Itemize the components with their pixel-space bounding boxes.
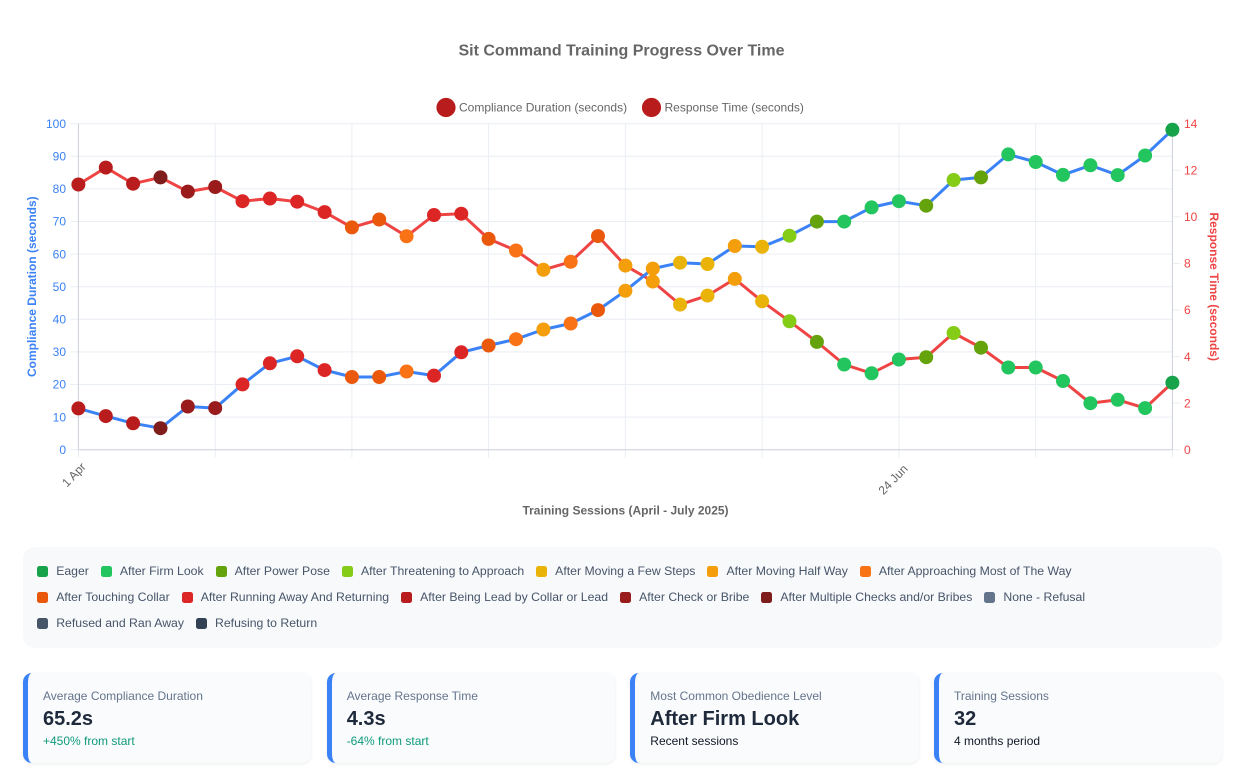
svg-text:6: 6 — [1184, 303, 1191, 317]
svg-text:80: 80 — [53, 182, 67, 196]
svg-text:100: 100 — [46, 117, 66, 131]
svg-text:Compliance Duration (seconds): Compliance Duration (seconds) — [25, 196, 39, 377]
svg-text:40: 40 — [53, 313, 67, 327]
svg-text:70: 70 — [53, 215, 67, 229]
svg-text:10: 10 — [1184, 210, 1198, 224]
svg-text:20: 20 — [53, 378, 67, 392]
svg-text:2: 2 — [1184, 396, 1191, 410]
svg-text:0: 0 — [59, 443, 66, 457]
svg-text:8: 8 — [1184, 257, 1191, 271]
svg-text:0: 0 — [1184, 443, 1191, 457]
svg-text:30: 30 — [53, 345, 67, 359]
svg-text:Response Time (seconds): Response Time (seconds) — [665, 101, 804, 115]
svg-text:50: 50 — [53, 280, 67, 294]
svg-text:90: 90 — [53, 150, 67, 164]
svg-text:Response Time (seconds): Response Time (seconds) — [1207, 212, 1221, 361]
svg-text:4: 4 — [1184, 350, 1191, 364]
svg-text:24 Jun: 24 Jun — [876, 462, 911, 498]
svg-text:Compliance Duration (seconds): Compliance Duration (seconds) — [459, 101, 627, 115]
svg-text:1 Apr: 1 Apr — [59, 460, 89, 490]
svg-text:10: 10 — [53, 410, 67, 424]
svg-text:Sit Command Training Progress: Sit Command Training Progress Over Time — [458, 43, 784, 60]
svg-text:60: 60 — [53, 247, 67, 261]
svg-text:12: 12 — [1184, 164, 1198, 178]
svg-text:14: 14 — [1184, 117, 1198, 131]
svg-text:Training Sessions (April - Jul: Training Sessions (April - July 2025) — [522, 504, 728, 518]
